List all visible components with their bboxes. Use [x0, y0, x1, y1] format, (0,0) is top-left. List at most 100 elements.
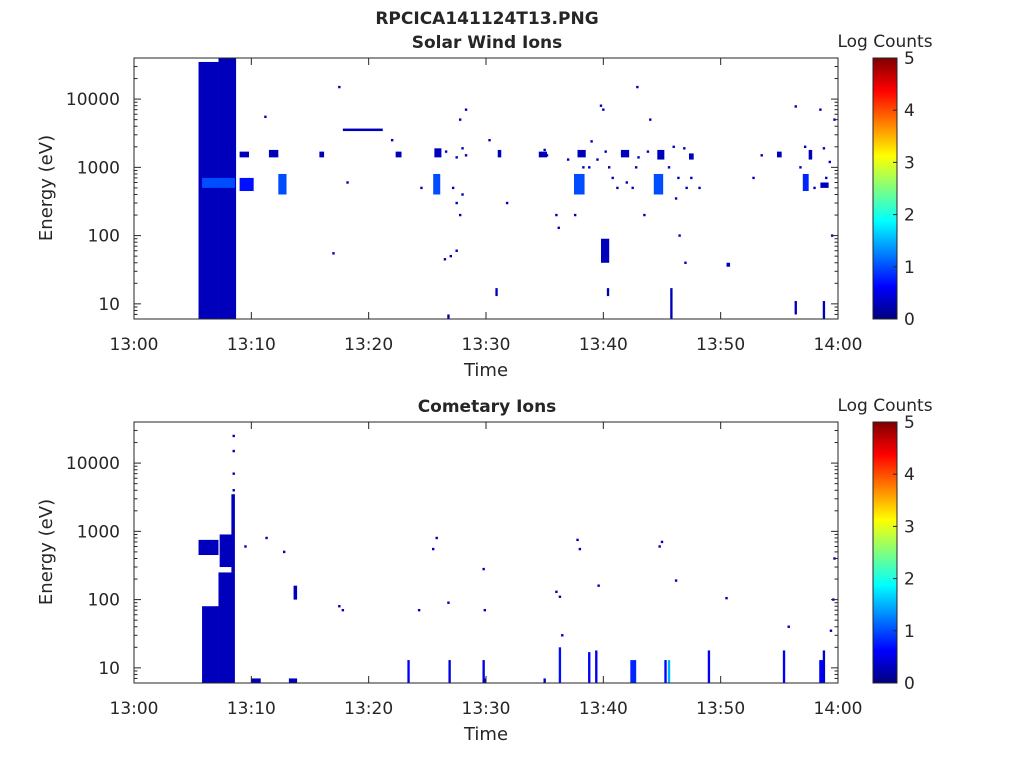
cometary-colorbar-scale: [872, 421, 898, 684]
spectrogram-pixel: [828, 160, 831, 164]
y-tick-label: 10000: [66, 90, 120, 110]
spectrogram-pixel: [332, 252, 335, 255]
spectrogram-pixel: [677, 176, 680, 180]
spectrogram-cell: [434, 148, 442, 158]
spectrogram-pixel: [443, 258, 447, 261]
x-tick-label: 13:40: [579, 699, 628, 719]
spectrogram-pixel: [752, 176, 755, 180]
spectrogram-cell: [688, 153, 694, 160]
solar-wind-panel: Solar Wind Ions 13:00 13:10 13:20 13:30 13:4…: [36, 32, 933, 381]
spectrogram-cell: [802, 173, 809, 192]
spectrogram-cell: [288, 678, 298, 683]
spectrogram-cell: [822, 301, 826, 319]
spectrogram-pixel: [417, 608, 421, 612]
spectrogram-cell: [342, 128, 383, 132]
colorbar-tick-label: 5: [904, 413, 915, 433]
spectrogram-pixel: [449, 254, 452, 258]
spectrogram-pixel: [346, 181, 349, 184]
spectrogram-pixel: [420, 186, 423, 190]
spectrogram-cell: [653, 173, 664, 195]
spectrogram-pixel: [582, 166, 585, 169]
spectrogram-cell: [293, 585, 298, 600]
y-tick-label: 10: [98, 659, 120, 679]
colorbar-tick-label: 1: [904, 622, 915, 642]
spectrogram-cell: [606, 288, 610, 297]
spectrogram-cell: [278, 173, 287, 195]
spectrogram-pixel: [799, 166, 802, 169]
spectrogram-pixel: [390, 138, 394, 142]
spectrogram-pixel: [451, 186, 455, 190]
spectrogram-pixel: [464, 108, 468, 111]
x-tick-label: 13:00: [110, 699, 159, 719]
spectrogram-pixel: [698, 186, 701, 190]
spectrogram-cell: [395, 151, 402, 158]
spectrogram-cell: [664, 660, 667, 683]
cometary-spectrogram: [198, 434, 836, 683]
spectrogram-cell: [218, 58, 237, 319]
spectrogram-pixel: [611, 176, 614, 180]
spectrogram-pixel: [590, 140, 593, 143]
spectrogram-pixel: [667, 166, 671, 169]
spectrogram-pixel: [561, 634, 564, 637]
spectrogram-pixel: [813, 186, 816, 190]
spectrogram-cell: [268, 149, 279, 158]
spectrogram-pixel: [444, 150, 448, 153]
spectrogram-cell: [447, 314, 450, 319]
spectrogram-pixel: [232, 449, 235, 453]
spectrogram-pixel: [455, 249, 458, 252]
y-tick-label: 10: [98, 295, 120, 315]
spectrogram-cell: [202, 606, 219, 683]
spectrogram-pixel: [672, 145, 675, 149]
spectrogram-pixel: [341, 608, 345, 612]
spectrogram-pixel: [232, 489, 235, 492]
spectrogram-pixel: [760, 154, 763, 157]
spectrogram-pixel: [232, 472, 235, 475]
spectrogram-pixel: [596, 158, 599, 161]
spectrogram-pixel: [244, 545, 247, 548]
spectrogram-pixel: [488, 138, 491, 142]
spectrogram-cell: [577, 149, 586, 158]
x-tick-label: 14:00: [814, 335, 863, 355]
spectrogram-pixel: [545, 154, 549, 157]
spectrogram-pixel: [803, 145, 807, 149]
spectrogram-cell: [630, 660, 637, 683]
spectrogram-pixel: [558, 595, 562, 598]
spectrogram-pixel: [620, 152, 624, 155]
cometary-title: Cometary Ions: [418, 397, 557, 417]
colorbar-tick-label: 0: [904, 310, 915, 330]
spectrogram-pixel: [643, 213, 646, 217]
colorbar-tick-label: 3: [904, 517, 915, 537]
spectrogram-cell: [620, 149, 630, 158]
colorbar-tick-label: 2: [904, 206, 915, 226]
spectrogram-cell: [198, 61, 219, 320]
cometary-panel: Cometary Ions 13:00 13:10 13:20 13:30 13:40 1…: [36, 396, 933, 745]
spectrogram-cell: [483, 678, 486, 683]
x-tick-label: 13:10: [227, 335, 276, 355]
spectrogram-cell: [538, 151, 548, 158]
x-tick-label: 13:50: [696, 335, 745, 355]
spectrogram-cell: [808, 149, 813, 160]
cometary-colorbar-label: Log Counts: [837, 396, 932, 416]
spectrogram-pixel: [833, 557, 836, 560]
x-tick-label: 13:10: [227, 699, 276, 719]
spectrogram-pixel: [608, 166, 611, 169]
spectrogram-pixel: [825, 176, 828, 180]
spectrogram-pixel: [599, 104, 603, 107]
colorbar-tick-label: 2: [904, 570, 915, 590]
spectrogram-pixel: [576, 538, 579, 542]
spectrogram-pixel: [566, 158, 570, 161]
solar-wind-xlabel: Time: [463, 360, 508, 381]
colorbar-tick-label: 4: [904, 101, 915, 121]
spectrogram-pixel: [461, 147, 464, 150]
spectrogram-pixel: [678, 234, 681, 237]
x-tick-label: 14:00: [814, 699, 863, 719]
spectrogram-cell: [822, 650, 826, 683]
cometary-colorbar: 0 1 2 3 4 5 Log Counts: [837, 396, 932, 694]
spectrogram-pixel: [432, 547, 435, 551]
spectrogram-pixel: [338, 85, 341, 89]
spectrogram-cell: [198, 539, 219, 556]
spectrogram-cell: [726, 262, 731, 267]
colorbar-tick-label: 4: [904, 465, 915, 485]
spectrogram-pixel: [464, 154, 468, 157]
x-tick-label: 13:20: [344, 699, 393, 719]
